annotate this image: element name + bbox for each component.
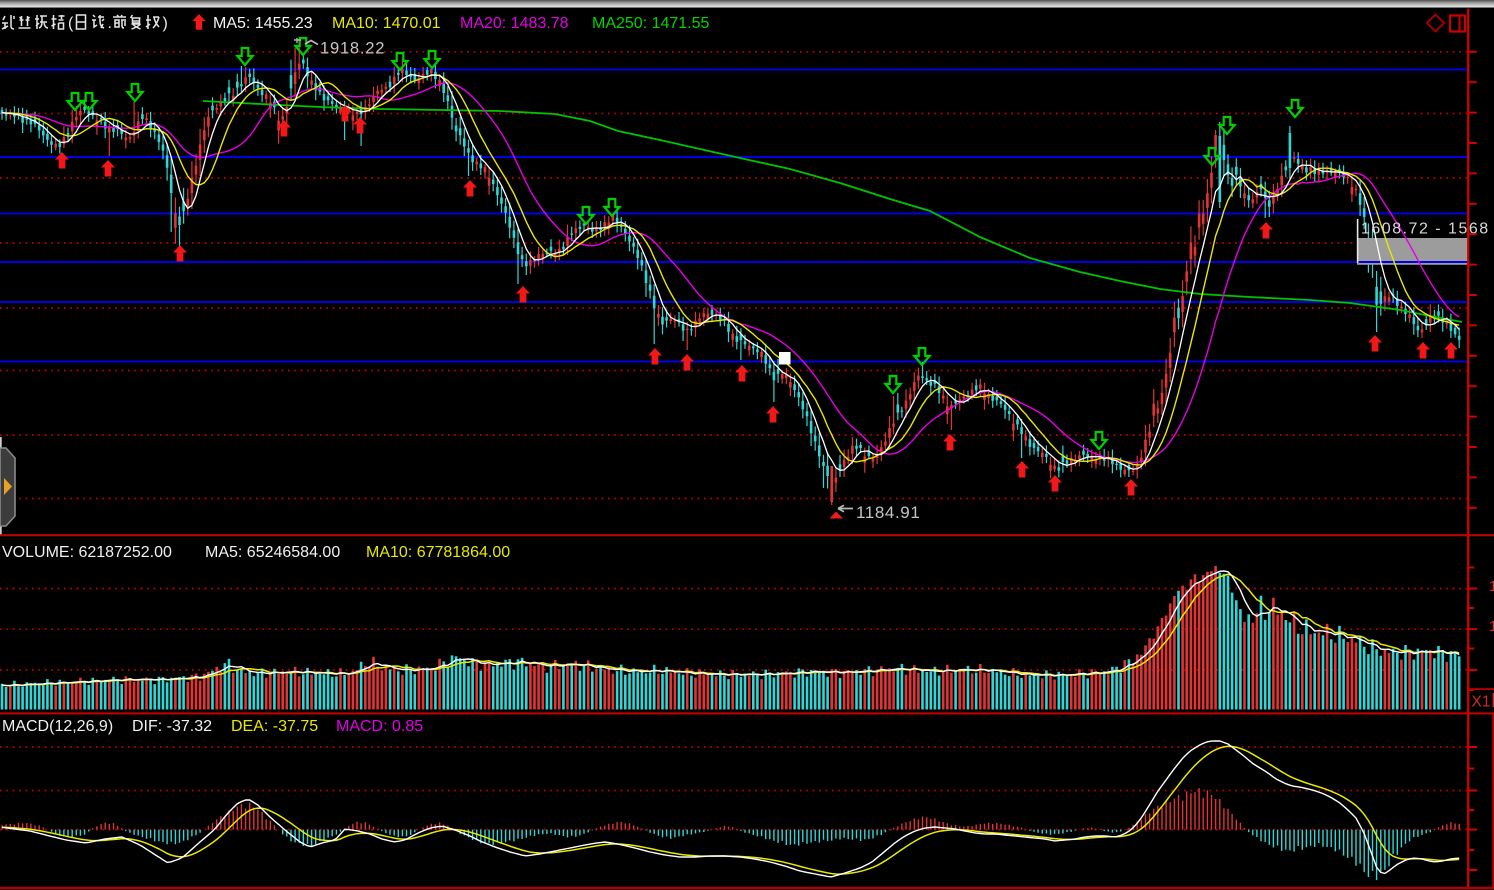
svg-text:MA10: 67781864.00: MA10: 67781864.00 (366, 544, 510, 561)
svg-text:DEA: -37.75: DEA: -37.75 (231, 718, 318, 735)
svg-text:MACD: 0.85: MACD: 0.85 (336, 718, 423, 735)
svg-text:DIF: -37.32: DIF: -37.32 (132, 718, 212, 735)
svg-text:MA10: 1470.01: MA10: 1470.01 (332, 15, 441, 32)
svg-text:VOLUME: 62187252.00: VOLUME: 62187252.00 (2, 544, 172, 561)
svg-text:10: 10 (1489, 618, 1494, 635)
svg-text:1918.22: 1918.22 (320, 40, 385, 58)
svg-text:10: 10 (1489, 578, 1494, 595)
svg-text:): ) (163, 15, 168, 32)
svg-text:.: . (108, 15, 112, 32)
svg-text:MA250: 1471.55: MA250: 1471.55 (592, 15, 710, 32)
svg-text:MACD(12,26,9): MACD(12,26,9) (2, 718, 113, 735)
svg-text:MA20: 1483.78: MA20: 1483.78 (460, 15, 569, 32)
svg-text:X1: X1 (1472, 694, 1491, 711)
svg-text:1608.72 - 1568: 1608.72 - 1568 (1361, 221, 1490, 238)
svg-text:MA5: 1455.23: MA5: 1455.23 (213, 15, 313, 32)
svg-text:(: ( (68, 15, 74, 32)
svg-text:MA5: 65246584.00: MA5: 65246584.00 (205, 544, 340, 561)
svg-text:1184.91: 1184.91 (856, 503, 920, 522)
